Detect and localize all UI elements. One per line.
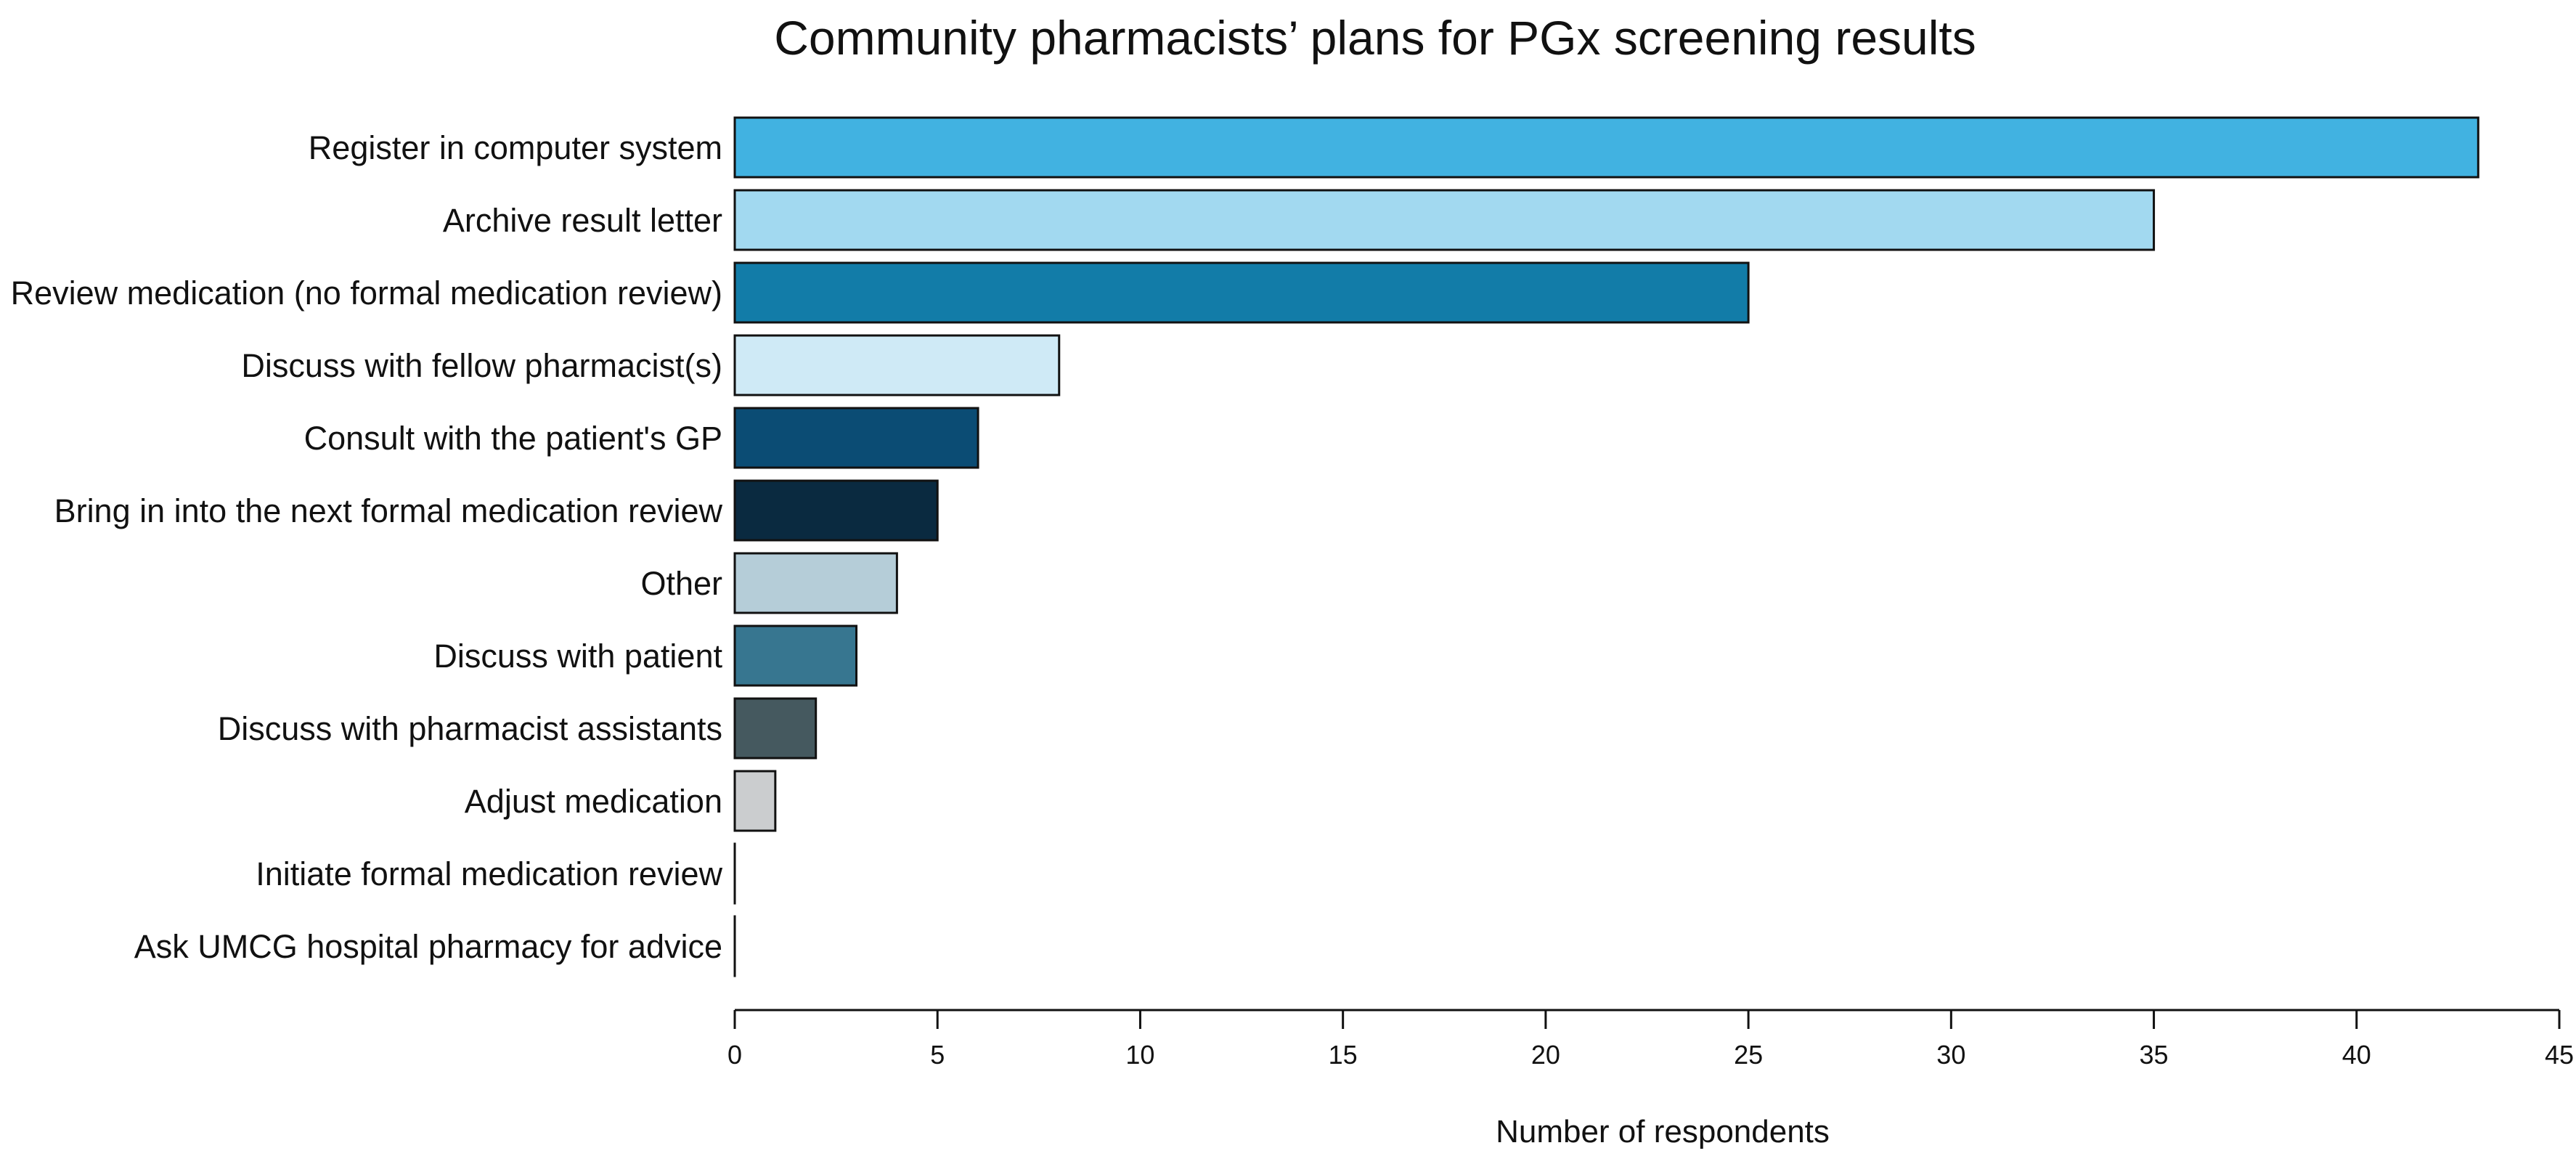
x-tick-label: 40 (2342, 1040, 2371, 1070)
category-label: Ask UMCG hospital pharmacy for advice (134, 928, 722, 965)
category-label: Register in computer system (309, 129, 722, 166)
x-tick-label: 30 (1936, 1040, 1965, 1070)
bar (735, 335, 1059, 395)
category-label: Other (640, 565, 722, 602)
bar (735, 118, 2478, 177)
category-label: Initiate formal medication review (256, 855, 722, 892)
category-label: Discuss with patient (433, 638, 722, 675)
bar (735, 481, 937, 540)
chart-title: Community pharmacists’ plans for PGx scr… (774, 11, 1976, 65)
x-tick-label: 0 (727, 1040, 742, 1070)
category-label: Consult with the patient's GP (304, 420, 722, 457)
category-label: Adjust medication (465, 783, 722, 820)
bar (735, 263, 1748, 322)
bar (735, 553, 897, 613)
bars-layer (735, 118, 2478, 976)
bar (735, 190, 2154, 250)
category-label: Bring in into the next formal medication… (54, 492, 723, 529)
bar (735, 699, 816, 758)
bar (735, 626, 857, 685)
category-label: Archive result letter (443, 202, 722, 239)
bar (735, 771, 775, 831)
x-tick-label: 35 (2140, 1040, 2169, 1070)
x-axis-title: Number of respondents (1496, 1114, 1830, 1149)
x-tick-label: 10 (1125, 1040, 1154, 1070)
x-tick-label: 5 (930, 1040, 945, 1070)
x-tick-label: 15 (1329, 1040, 1358, 1070)
x-tick-label: 25 (1734, 1040, 1763, 1070)
category-label: Discuss with pharmacist assistants (218, 710, 722, 747)
category-label: Discuss with fellow pharmacist(s) (241, 347, 722, 384)
category-labels: Register in computer system Archive resul… (11, 129, 723, 965)
x-tick-label: 20 (1531, 1040, 1560, 1070)
bar (735, 408, 978, 468)
x-tick-label: 45 (2545, 1040, 2574, 1070)
x-axis: 0 5 10 15 20 25 30 35 40 45 (727, 1010, 2574, 1070)
category-label: Review medication (no formal medication … (11, 274, 722, 312)
